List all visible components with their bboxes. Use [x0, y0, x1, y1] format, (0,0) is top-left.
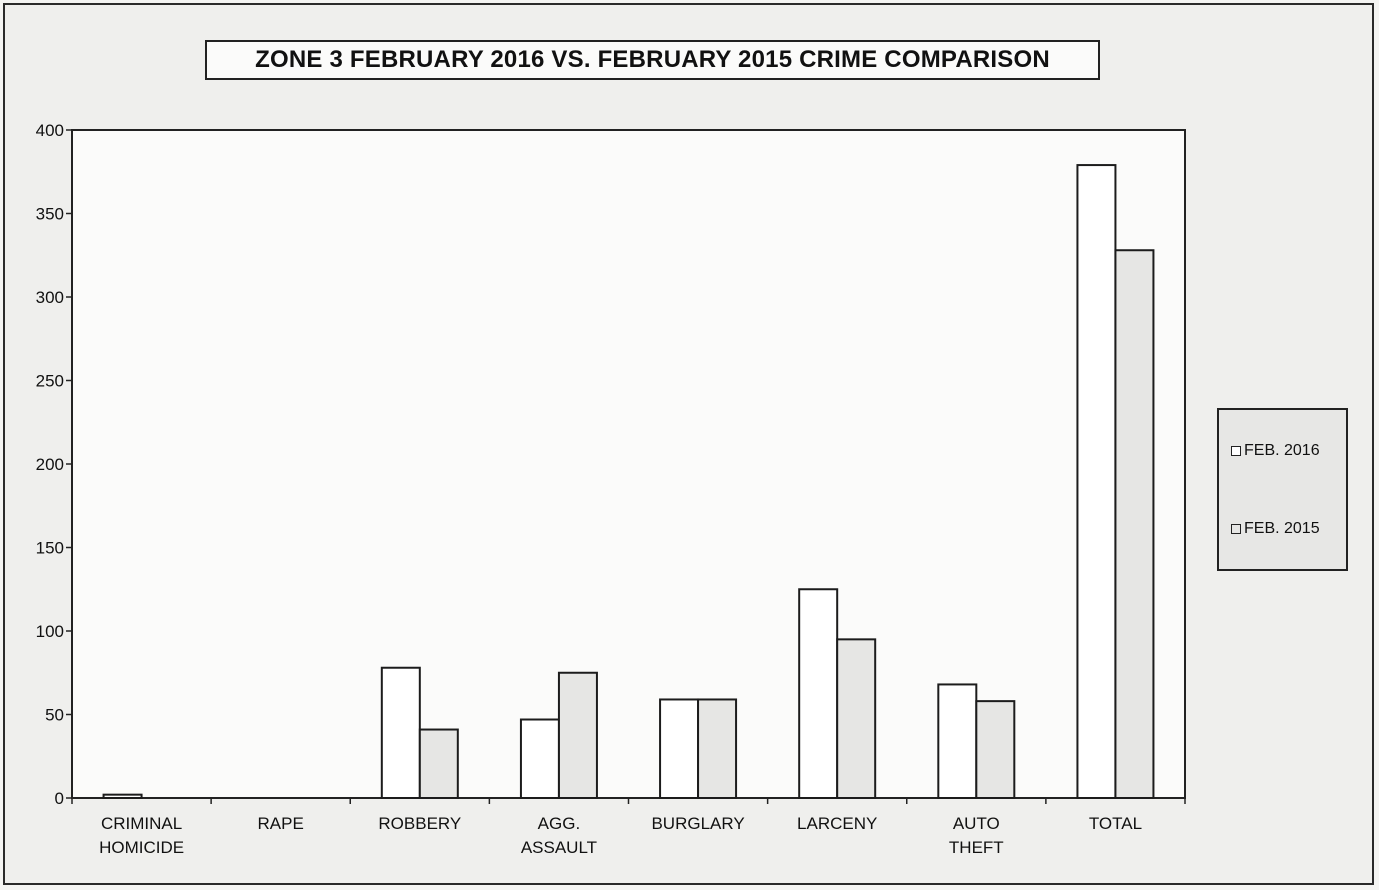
- legend-label-feb-2015: FEB. 2015: [1244, 520, 1320, 537]
- bar-feb-2015: [557, 671, 598, 799]
- bar-feb-2015: [836, 638, 877, 799]
- legend: FEB. 2016 FEB. 2015: [1217, 408, 1348, 571]
- legend-label-feb-2016: FEB. 2016: [1244, 442, 1320, 459]
- bar-feb-2015: [1114, 249, 1155, 800]
- x-tick-label: BURGLARY: [651, 814, 744, 833]
- bar-feb-2015: [697, 698, 738, 799]
- legend-swatch-feb-2016: [1231, 446, 1241, 456]
- x-tick-label: HOMICIDE: [99, 838, 184, 857]
- y-tick-label: 350: [36, 205, 64, 224]
- y-tick-label: 400: [36, 121, 64, 140]
- x-tick-label: RAPE: [258, 814, 304, 833]
- y-tick-label: 200: [36, 455, 64, 474]
- y-tick-label: 300: [36, 288, 64, 307]
- plot-area: [71, 129, 1186, 799]
- x-tick-label: AGG.: [538, 814, 581, 833]
- legend-item-feb-2016: FEB. 2016: [1231, 442, 1320, 460]
- bar-feb-2016: [102, 793, 143, 799]
- x-tick-label: TOTAL: [1089, 814, 1142, 833]
- axis-layer: 0 50 100 150 200 250 300 350 400: [36, 121, 1186, 808]
- y-tick-label: 150: [36, 539, 64, 558]
- y-tick-label: 50: [45, 706, 64, 725]
- x-tick-label: AUTO: [953, 814, 1000, 833]
- x-tick-label: ASSAULT: [521, 838, 597, 857]
- label-layer: CRIMINAL HOMICIDE RAPE ROBBERY AGG. ASSAULT BU…: [99, 814, 1142, 857]
- x-tick-label: ROBBERY: [378, 814, 461, 833]
- bar-layer: [102, 164, 1155, 800]
- bar-feb-2016: [798, 588, 839, 799]
- bar-feb-2016: [659, 698, 700, 799]
- x-tick-label: LARCENY: [797, 814, 877, 833]
- chart-title: ZONE 3 FEBRUARY 2016 VS. FEBRUARY 2015 C…: [205, 40, 1100, 80]
- bar-feb-2015: [418, 728, 459, 800]
- x-tick-label: CRIMINAL: [101, 814, 182, 833]
- bar-feb-2016: [1076, 164, 1117, 799]
- y-tick-label: 0: [55, 789, 64, 808]
- bar-feb-2015: [975, 700, 1016, 800]
- bar-feb-2016: [380, 666, 421, 799]
- bar-feb-2016: [937, 683, 978, 799]
- bar-feb-2016: [519, 718, 560, 800]
- y-tick-label: 100: [36, 622, 64, 641]
- legend-swatch-feb-2015: [1231, 524, 1241, 534]
- y-tick-label: 250: [36, 372, 64, 391]
- x-tick-label: THEFT: [949, 838, 1004, 857]
- legend-item-feb-2015: FEB. 2015: [1231, 520, 1320, 538]
